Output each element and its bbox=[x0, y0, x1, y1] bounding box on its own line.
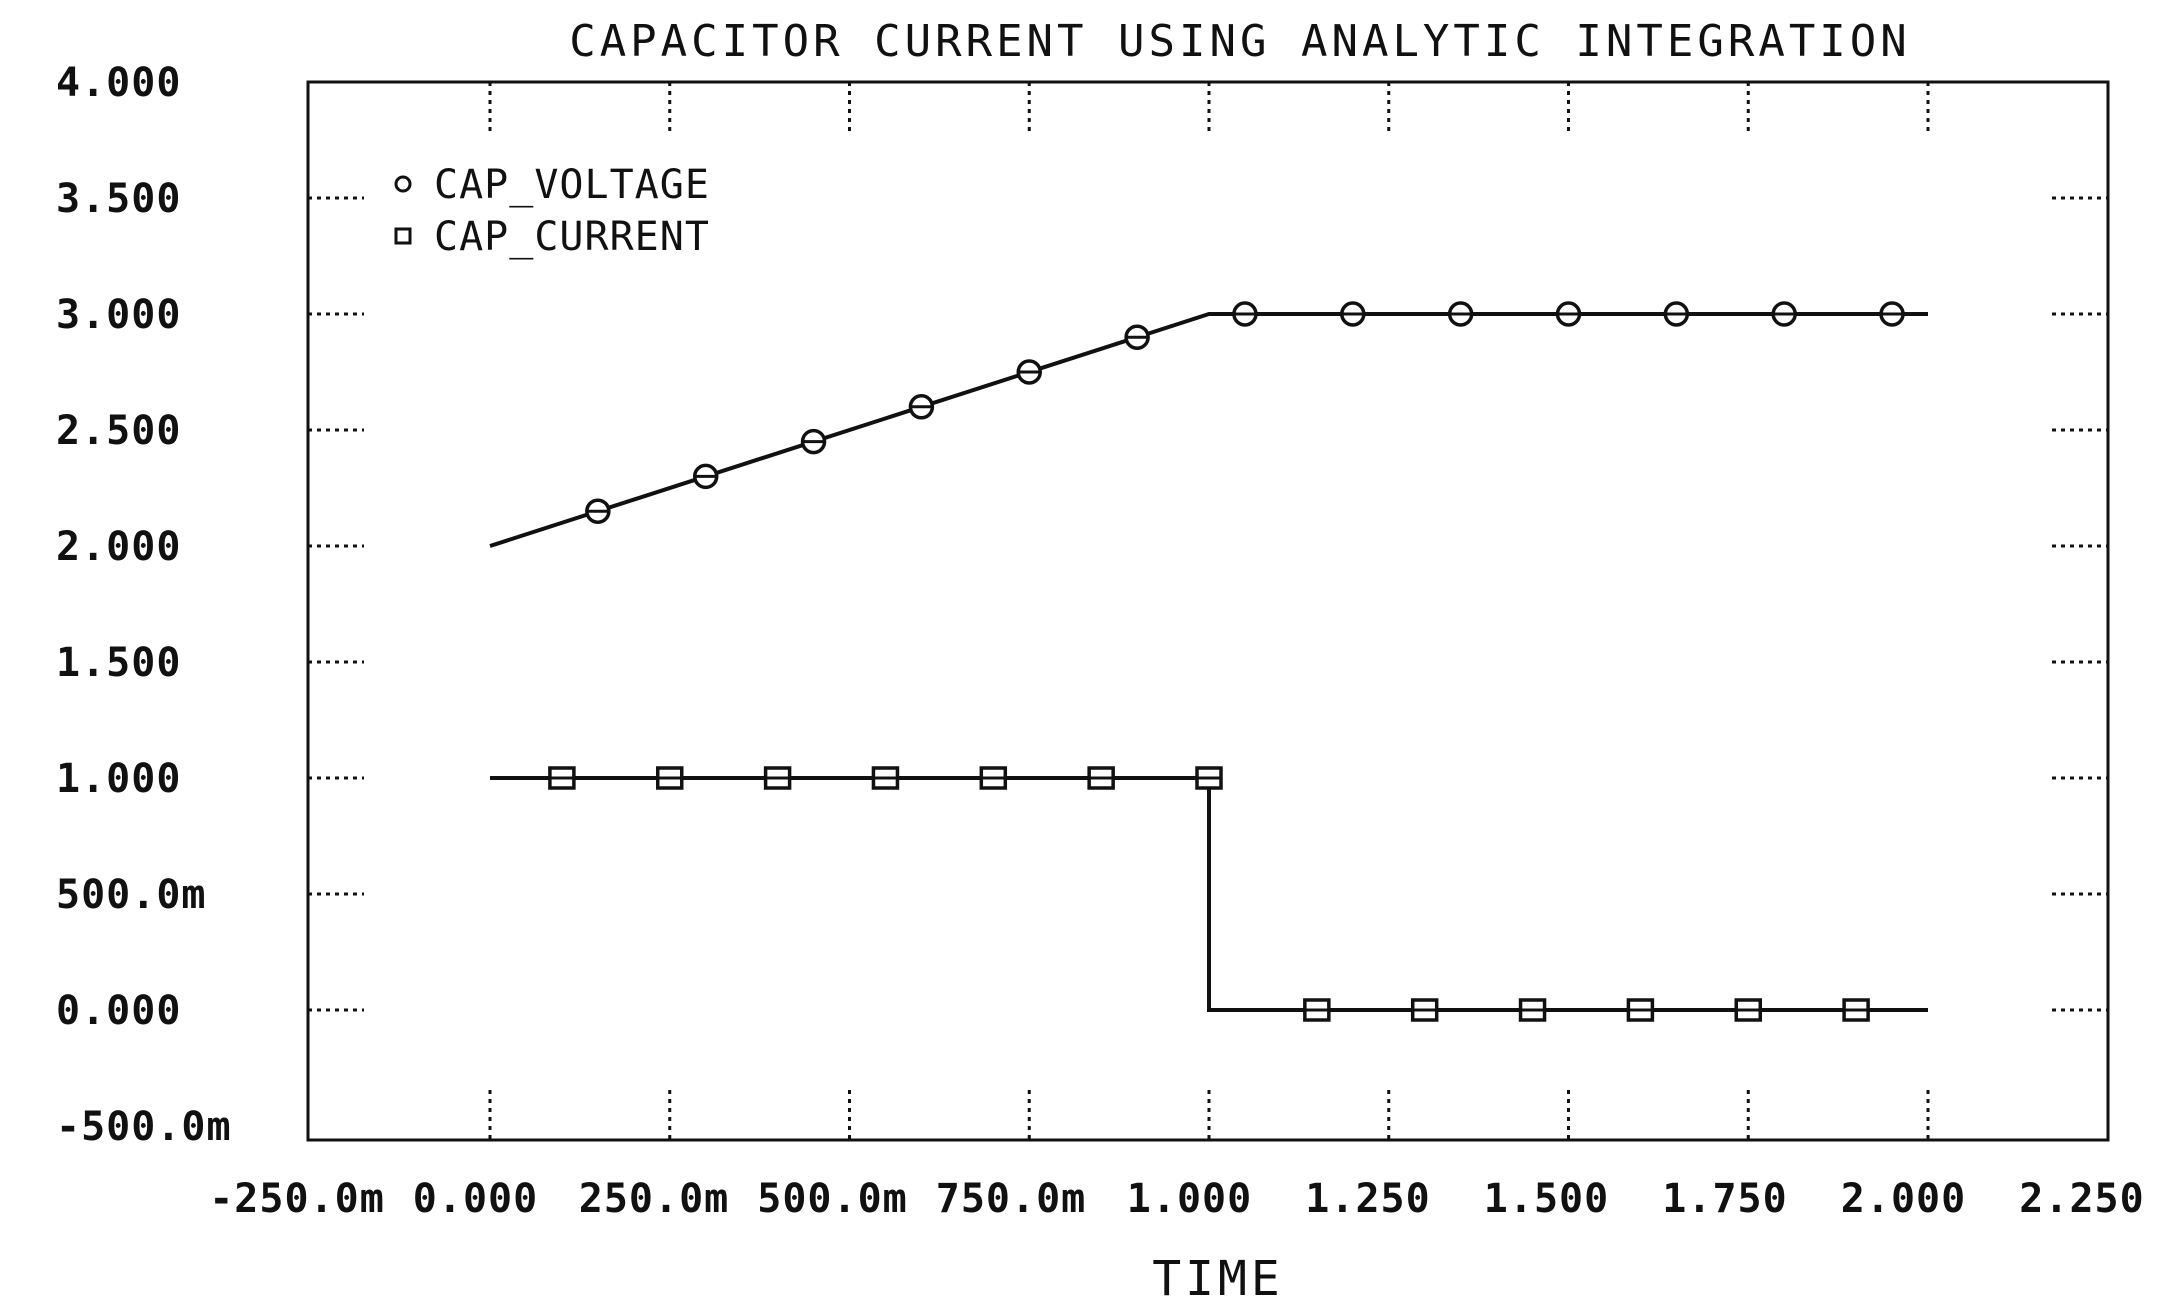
x-tick-label: 750.0m bbox=[936, 1176, 1087, 1222]
y-tick-label: -500.0m bbox=[56, 1104, 232, 1150]
y-tick-label: 2.000 bbox=[56, 524, 181, 570]
legend: CAP_VOLTAGE CAP_CURRENT bbox=[394, 162, 710, 260]
x-tick-label: 500.0m bbox=[757, 1176, 908, 1222]
x-axis-label: TIME bbox=[1152, 1251, 1284, 1307]
legend-label-cap-current: CAP_CURRENT bbox=[434, 214, 710, 260]
chart-title: CAPACITOR CURRENT USING ANALYTIC INTEGRA… bbox=[569, 16, 1911, 67]
legend-marker-cap-voltage bbox=[394, 175, 412, 193]
x-tick-label: 1.750 bbox=[1662, 1176, 1787, 1222]
x-tick-label: 0.000 bbox=[413, 1176, 538, 1222]
x-tick-label: 2.250 bbox=[2019, 1176, 2144, 1222]
y-tick-label: 3.000 bbox=[56, 292, 181, 338]
series-line-cap-current bbox=[490, 776, 1928, 1012]
series-line-cap-voltage bbox=[489, 312, 1928, 548]
tick-marks bbox=[308, 82, 2108, 1140]
x-tick-label: 1.250 bbox=[1305, 1176, 1430, 1222]
x-tick-label: -250.0m bbox=[209, 1176, 385, 1222]
legend-marker-cap-current bbox=[394, 227, 412, 245]
y-axis-tick-labels: 4.000 3.500 3.000 2.500 2.000 1.500 1.000 500.0… bbox=[56, 60, 232, 1150]
y-tick-label: 2.500 bbox=[56, 408, 181, 454]
x-tick-label: 1.500 bbox=[1484, 1176, 1609, 1222]
y-tick-label: 1.000 bbox=[56, 756, 181, 802]
series-layer bbox=[489, 301, 1928, 1022]
x-tick-label: 1.000 bbox=[1127, 1176, 1252, 1222]
y-tick-label: 500.0m bbox=[56, 872, 207, 918]
y-tick-label: 0.000 bbox=[56, 988, 181, 1034]
x-axis-tick-labels: -250.0m 0.000 250.0m 500.0m 750.0m 1.000 1.250… bbox=[209, 1176, 2144, 1222]
y-tick-label: 1.500 bbox=[56, 640, 181, 686]
y-tick-label: 3.500 bbox=[56, 176, 181, 222]
y-tick-label: 4.000 bbox=[56, 60, 181, 106]
legend-label-cap-voltage: CAP_VOLTAGE bbox=[434, 162, 710, 208]
x-tick-label: 2.000 bbox=[1841, 1176, 1966, 1222]
x-tick-label: 250.0m bbox=[579, 1176, 730, 1222]
